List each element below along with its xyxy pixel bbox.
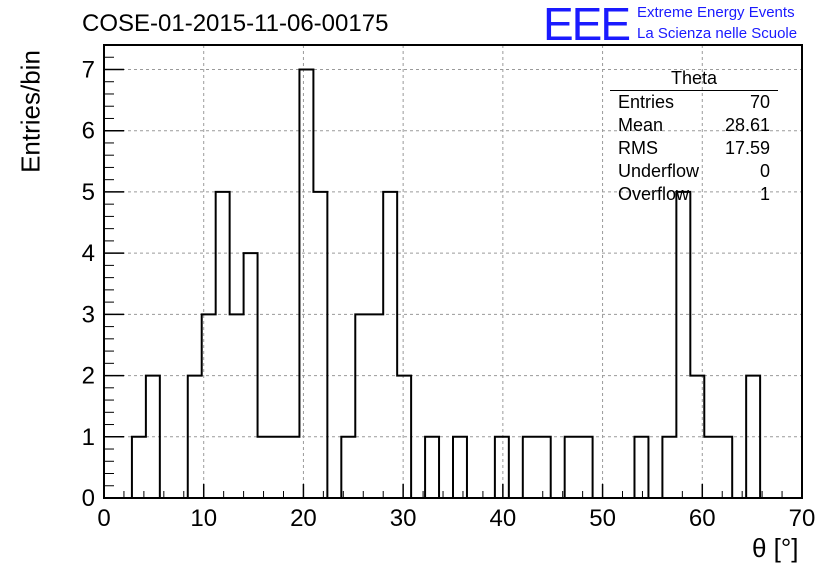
y-tick-label: 5: [82, 179, 95, 206]
x-tick-label: 60: [689, 505, 716, 532]
histogram-bin: [258, 437, 272, 498]
x-tick-label: 0: [97, 505, 110, 532]
x-tick-label: 40: [490, 505, 517, 532]
stats-label: Entries: [618, 92, 675, 112]
x-tick-label: 30: [390, 505, 417, 532]
histogram-bin: [523, 437, 537, 498]
y-tick-label: 3: [82, 301, 95, 328]
histogram-bin: [634, 437, 648, 498]
stats-label: Overflow: [618, 184, 690, 204]
histogram-bin: [453, 437, 467, 498]
y-tick-label: 4: [82, 240, 95, 267]
histogram-bin: [244, 253, 258, 498]
eee-logo: EEE: [543, 0, 631, 50]
histogram-bin: [383, 192, 397, 498]
y-tick-label: 6: [82, 118, 95, 145]
histogram-bin: [676, 192, 690, 498]
histogram-bin: [202, 314, 216, 498]
histogram-bin: [718, 437, 732, 498]
x-tick-label: 10: [190, 505, 217, 532]
histogram-bin: [369, 314, 383, 498]
histogram-bin: [690, 376, 704, 498]
stats-label: Underflow: [618, 161, 700, 181]
y-tick-label: 2: [82, 363, 95, 390]
histogram-bin: [704, 437, 718, 498]
logo-subtitle-2: La Scienza nelle Scuole: [637, 25, 798, 42]
stats-row: RMS 17.59: [610, 137, 778, 160]
stats-value: 0: [759, 161, 770, 181]
histogram-bin: [341, 437, 355, 498]
histogram-bin: [132, 437, 146, 498]
histogram-bin: [299, 69, 313, 498]
grid-lines: [104, 45, 802, 498]
stats-row: Underflow 0: [610, 160, 778, 183]
x-tick-label: 70: [789, 505, 816, 532]
histogram-bin: [188, 376, 202, 498]
stats-value: 28.61: [724, 115, 770, 135]
histogram-bin: [313, 192, 327, 498]
stats-row: Entries 70: [610, 91, 778, 114]
histogram-bin: [146, 376, 160, 498]
histogram-bin: [579, 437, 593, 498]
x-tick-label: 50: [589, 505, 616, 532]
histogram-bin: [425, 437, 439, 498]
stats-value: 70: [749, 92, 770, 112]
histogram-bin: [230, 314, 244, 498]
stats-row: Overflow 1: [610, 183, 778, 206]
axis-ticks: [103, 44, 803, 499]
stats-row: Mean 28.61: [610, 114, 778, 137]
histogram-bin: [565, 437, 579, 498]
histogram-bin: [397, 376, 411, 498]
histogram-bin: [272, 437, 286, 498]
y-tick-label: 7: [82, 56, 95, 83]
y-tick-label: 1: [82, 424, 95, 451]
stats-value: 1: [759, 184, 770, 204]
stats-label: RMS: [618, 138, 658, 158]
stats-title: Theta: [610, 68, 778, 91]
histogram-bin: [285, 437, 299, 498]
y-tick-label: 0: [82, 485, 95, 512]
chart-title: COSE-01-2015-11-06-00175: [82, 10, 389, 37]
x-tick-label: 20: [290, 505, 317, 532]
y-axis-label: Entries/bin: [15, 50, 46, 173]
stats-label: Mean: [618, 115, 664, 135]
plot-frame: [103, 44, 803, 499]
histogram-bin: [355, 314, 369, 498]
logo-subtitle-1: Extreme Energy Events: [637, 4, 795, 21]
histogram-bin: [216, 192, 230, 498]
histogram-bin: [746, 376, 760, 498]
histogram-bin: [495, 437, 509, 498]
x-axis-label: θ [°]: [752, 533, 799, 563]
stats-value: 17.59: [724, 138, 770, 158]
stats-box: Theta Entries 70 Mean 28.61 RMS 17.59 Un…: [610, 68, 778, 206]
histogram-bin: [662, 437, 676, 498]
histogram-bin: [537, 437, 551, 498]
